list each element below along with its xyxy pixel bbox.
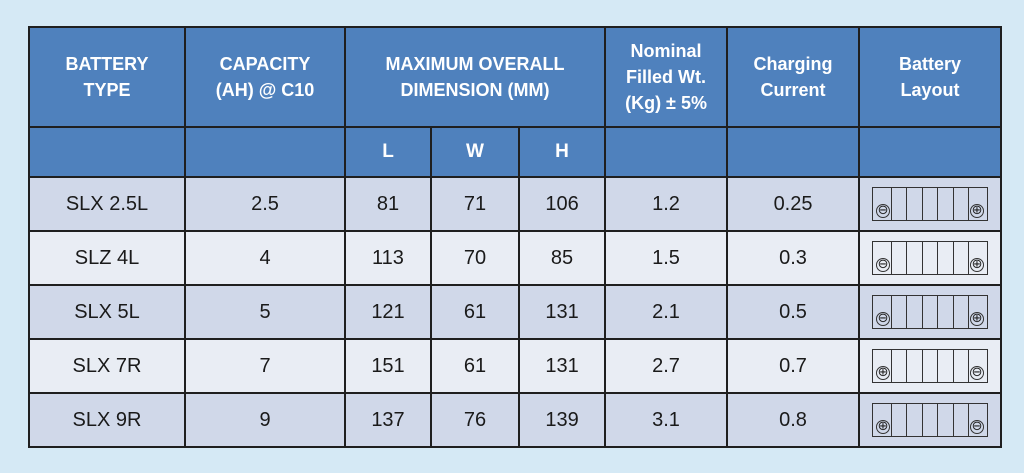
header-row-main: BATTERY TYPE CAPACITY (AH) @ C10 MAXIMUM… (28, 26, 1003, 128)
header-width: W (430, 126, 520, 178)
cell-charging-current: 0.3 (726, 230, 861, 286)
header-sub-empty (726, 126, 861, 178)
right-terminal-icon: ⊕ (970, 257, 985, 272)
cell-battery-layout: ⊕ ⊖ (858, 392, 1003, 448)
cell-height: 106 (517, 176, 607, 232)
header-row-sub: L W H (28, 126, 1003, 178)
cell-battery-type: SLX 7R (28, 338, 186, 394)
cell-charging-current: 0.5 (726, 284, 861, 340)
cell-battery-layout: ⊖ ⊕ (858, 230, 1003, 286)
battery-layout-icon: ⊖ ⊕ (872, 187, 989, 221)
left-terminal-icon: ⊖ (876, 311, 891, 326)
header-battery-type: BATTERY TYPE (28, 26, 186, 128)
cell-weight: 3.1 (604, 392, 729, 448)
right-terminal-icon: ⊕ (970, 203, 985, 218)
cell-width: 71 (430, 176, 520, 232)
cell-charging-current: 0.8 (726, 392, 861, 448)
cell-battery-type: SLX 2.5L (28, 176, 186, 232)
cell-length: 121 (344, 284, 432, 340)
cell-battery-type: SLX 9R (28, 392, 186, 448)
cell-width: 70 (430, 230, 520, 286)
cell-height: 131 (517, 338, 607, 394)
header-battery-layout: Battery Layout (858, 26, 1003, 128)
battery-layout-icon: ⊕ ⊖ (872, 403, 989, 437)
battery-spec-table: BATTERY TYPE CAPACITY (AH) @ C10 MAXIMUM… (28, 26, 1003, 448)
right-terminal-icon: ⊖ (970, 365, 985, 380)
cell-weight: 1.5 (604, 230, 729, 286)
cell-weight: 2.7 (604, 338, 729, 394)
header-sub-empty (604, 126, 729, 178)
table-row: SLX 9R 9 137 76 139 3.1 0.8 ⊕ ⊖ (28, 392, 1003, 448)
left-terminal-icon: ⊖ (876, 257, 891, 272)
cell-length: 151 (344, 338, 432, 394)
battery-cells (891, 242, 970, 274)
battery-cells (891, 188, 970, 220)
cell-weight: 1.2 (604, 176, 729, 232)
header-sub-empty (858, 126, 1003, 178)
cell-weight: 2.1 (604, 284, 729, 340)
cell-charging-current: 0.7 (726, 338, 861, 394)
header-weight: Nominal Filled Wt. (Kg) ± 5% (604, 26, 729, 128)
header-sub-empty (28, 126, 186, 178)
cell-battery-type: SLX 5L (28, 284, 186, 340)
cell-capacity: 7 (184, 338, 346, 394)
cell-length: 81 (344, 176, 432, 232)
table-row: SLZ 4L 4 113 70 85 1.5 0.3 ⊖ ⊕ (28, 230, 1003, 286)
header-charging-current: Charging Current (726, 26, 861, 128)
cell-capacity: 5 (184, 284, 346, 340)
table-body: SLX 2.5L 2.5 81 71 106 1.2 0.25 ⊖ ⊕ SLZ 4L 4 113 70 8… (28, 176, 1003, 448)
right-terminal-icon: ⊖ (970, 419, 985, 434)
battery-layout-icon: ⊖ ⊕ (872, 295, 989, 329)
header-sub-empty (184, 126, 346, 178)
battery-cells (891, 350, 970, 382)
header-length: L (344, 126, 432, 178)
header-height: H (517, 126, 607, 178)
cell-battery-layout: ⊖ ⊕ (858, 284, 1003, 340)
cell-capacity: 9 (184, 392, 346, 448)
cell-battery-layout: ⊖ ⊕ (858, 176, 1003, 232)
header-capacity: CAPACITY (AH) @ C10 (184, 26, 346, 128)
battery-cells (891, 404, 970, 436)
cell-capacity: 2.5 (184, 176, 346, 232)
cell-width: 76 (430, 392, 520, 448)
cell-height: 139 (517, 392, 607, 448)
cell-capacity: 4 (184, 230, 346, 286)
cell-height: 131 (517, 284, 607, 340)
right-terminal-icon: ⊕ (970, 311, 985, 326)
cell-length: 137 (344, 392, 432, 448)
battery-layout-icon: ⊕ ⊖ (872, 349, 989, 383)
cell-width: 61 (430, 284, 520, 340)
table-row: SLX 5L 5 121 61 131 2.1 0.5 ⊖ ⊕ (28, 284, 1003, 340)
left-terminal-icon: ⊕ (876, 365, 891, 380)
table-row: SLX 7R 7 151 61 131 2.7 0.7 ⊕ ⊖ (28, 338, 1003, 394)
battery-spec-table-container: BATTERY TYPE CAPACITY (AH) @ C10 MAXIMUM… (28, 26, 1003, 448)
battery-layout-icon: ⊖ ⊕ (872, 241, 989, 275)
left-terminal-icon: ⊖ (876, 203, 891, 218)
cell-battery-layout: ⊕ ⊖ (858, 338, 1003, 394)
left-terminal-icon: ⊕ (876, 419, 891, 434)
cell-height: 85 (517, 230, 607, 286)
cell-width: 61 (430, 338, 520, 394)
battery-cells (891, 296, 970, 328)
table-row: SLX 2.5L 2.5 81 71 106 1.2 0.25 ⊖ ⊕ (28, 176, 1003, 232)
cell-charging-current: 0.25 (726, 176, 861, 232)
cell-length: 113 (344, 230, 432, 286)
cell-battery-type: SLZ 4L (28, 230, 186, 286)
header-dimension: MAXIMUM OVERALL DIMENSION (MM) (343, 26, 607, 128)
